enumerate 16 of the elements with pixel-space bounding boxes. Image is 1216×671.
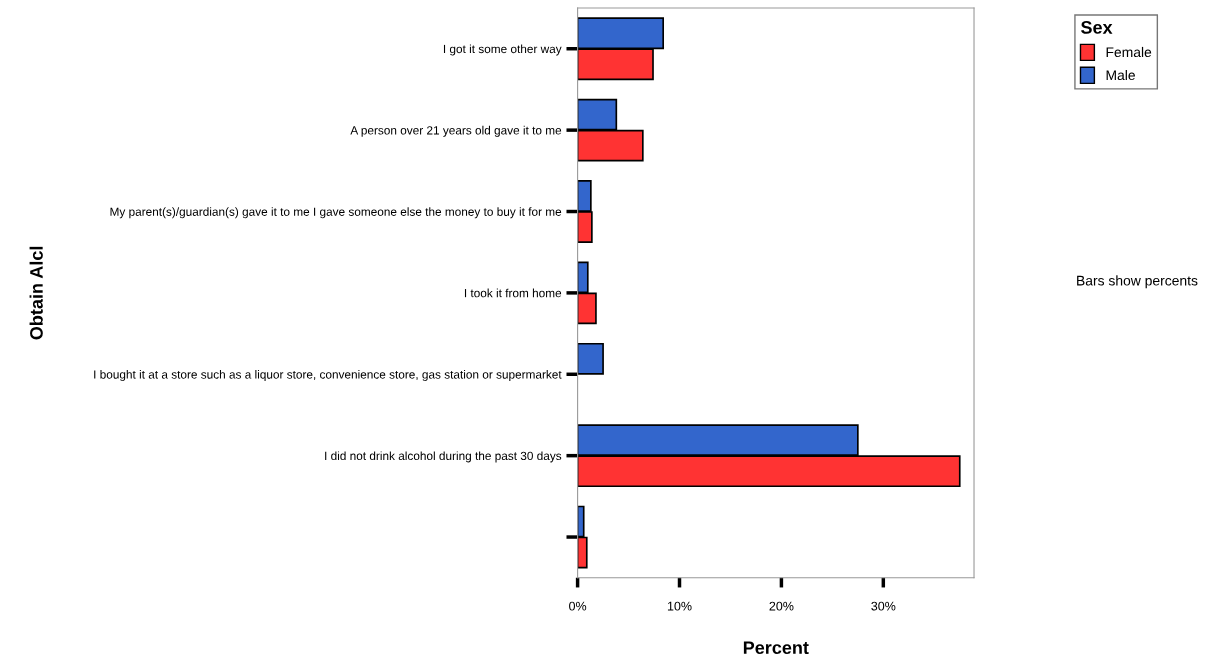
x-tick-label: 30% — [871, 601, 896, 611]
x-tick-label: 0% — [569, 601, 587, 611]
y-tick-label: I did not drink alcohol during the past 30 days — [325, 451, 562, 463]
y-axis-title: Obtain Alcl — [29, 246, 43, 340]
y-tick-label: A person over 21 years old gave it to me — [350, 125, 562, 137]
x-tick-label: 20% — [769, 601, 794, 611]
text: Bars show percents — [1077, 275, 1198, 289]
y-tick-label: I took it from home — [464, 288, 562, 298]
legend-title: Sex — [1081, 21, 1113, 34]
x-tick-label: 10% — [667, 601, 692, 611]
legend-label: Male — [1106, 69, 1135, 81]
y-tick-label: I bought it at a store such as a liquor store, convenience store, gas station or supermarket — [94, 370, 562, 381]
legend-label: Female — [1106, 46, 1152, 58]
y-tick-label: My parent(s)/guardian(s) gave it to me I gave someone else the money to buy it for me — [110, 207, 562, 219]
x-axis-title: Percent — [743, 641, 809, 655]
y-tick-label: I got it some other way — [443, 44, 562, 56]
